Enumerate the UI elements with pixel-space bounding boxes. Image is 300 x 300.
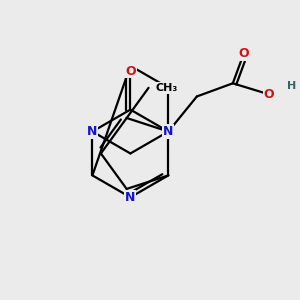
Text: H: H (287, 81, 296, 92)
Text: O: O (125, 64, 136, 77)
Text: O: O (263, 88, 274, 101)
Text: N: N (125, 191, 136, 204)
Text: N: N (87, 125, 98, 138)
Text: O: O (238, 47, 249, 60)
Text: N: N (163, 125, 173, 138)
Text: CH₃: CH₃ (155, 83, 178, 93)
